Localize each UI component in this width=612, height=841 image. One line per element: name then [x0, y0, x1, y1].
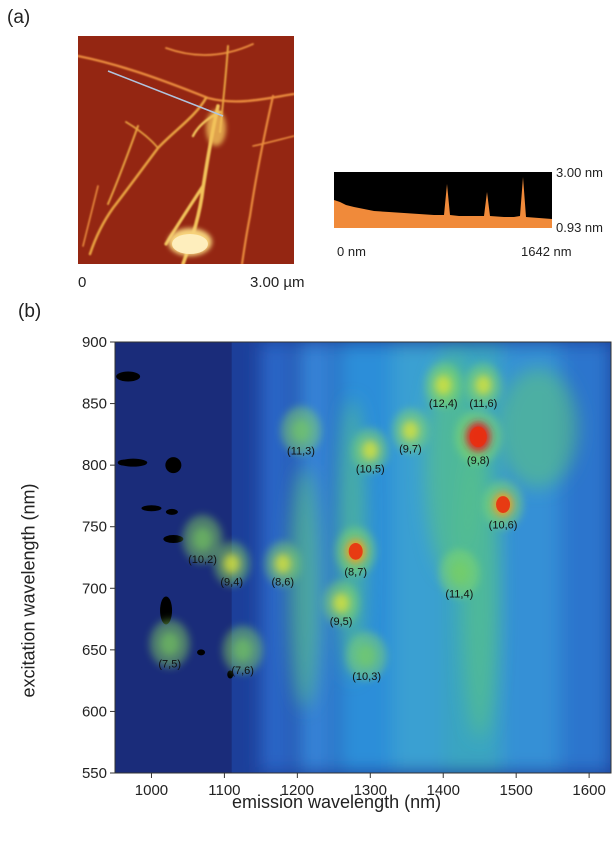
x-tick-label: 1300 — [354, 782, 387, 799]
y-tick-label: 600 — [82, 703, 107, 720]
map-green-streaks — [288, 355, 579, 739]
y-tick-label: 900 — [82, 334, 107, 351]
peak-label: (10,5) — [356, 463, 385, 475]
profile-x-end-label: 1642 nm — [521, 244, 572, 259]
afm-height-image — [78, 36, 294, 264]
peak-106 — [483, 480, 524, 529]
panel-b-label: (b) — [18, 301, 42, 322]
x-tick-label: 1000 — [135, 782, 168, 799]
peak-76 — [222, 625, 263, 674]
peak-label: (9,5) — [330, 616, 353, 628]
peak-124 — [425, 363, 462, 408]
x-tick-label: 1500 — [499, 782, 532, 799]
afm-x-start-label: 0 — [78, 274, 87, 291]
peak-label: (10,3) — [352, 671, 381, 683]
peak-label: (12,4) — [429, 398, 458, 410]
profile-bottom-label: 0.93 nm — [556, 220, 603, 235]
peak-label: (9,7) — [399, 444, 422, 456]
peak-label: (8,7) — [344, 566, 367, 578]
x-tick-label: 1200 — [281, 782, 314, 799]
x-tick-label: 1100 — [208, 782, 240, 799]
peak-label: (9,4) — [220, 577, 243, 589]
y-axis-title: excitation wavelength (nm) — [18, 483, 39, 698]
y-tick-label: 750 — [82, 519, 107, 536]
peak-98 — [455, 409, 502, 464]
peak-label: (11,6) — [469, 398, 497, 410]
peak-label: (7,5) — [158, 659, 181, 671]
peak-103 — [346, 632, 387, 681]
y-tick-label: 650 — [82, 642, 107, 659]
map-dark-artefacts — [116, 371, 234, 679]
peak-label: (7,6) — [231, 665, 254, 677]
peak-116 — [465, 363, 502, 408]
peak-label: (9,8) — [467, 455, 490, 467]
y-tick-label: 700 — [82, 580, 107, 597]
panel-a-label: (a) — [7, 7, 31, 28]
y-tick-label: 800 — [82, 457, 107, 474]
afm-bright-aggregate — [172, 234, 208, 254]
peak-label: (8,6) — [271, 577, 294, 589]
peak-95 — [323, 581, 360, 626]
plot-frame — [114, 341, 612, 774]
peak-label: (11,3) — [287, 446, 315, 458]
x-tick-label: 1600 — [572, 782, 605, 799]
peak-label: (11,4) — [445, 589, 473, 601]
profile-top-label: 3.00 nm — [556, 165, 603, 180]
y-tick-label: 550 — [82, 765, 107, 782]
peak-105 — [352, 428, 389, 473]
height-profile-plot — [334, 172, 552, 228]
peak-114 — [439, 549, 480, 598]
peak-label: (10,6) — [489, 520, 518, 532]
height-profile-area — [334, 177, 552, 228]
y-tick-label: 850 — [82, 396, 107, 413]
peak-86 — [264, 541, 301, 586]
peak-113 — [281, 406, 321, 455]
peak-75 — [149, 619, 190, 668]
afm-linecut-marker — [107, 70, 224, 117]
ple-map: 1000 1100 1200 1300 1400 1500 1600 550 600 650 70… — [82, 334, 612, 799]
peak-102 — [182, 515, 223, 564]
profile-x-start-label: 0 nm — [337, 244, 366, 259]
x-axis-title: emission wavelength (nm) — [232, 792, 442, 812]
peak-97 — [392, 408, 429, 453]
peak-87 — [335, 527, 376, 576]
peak-94 — [213, 541, 250, 586]
peak-label: (10,2) — [188, 554, 217, 566]
x-tick-label: 1400 — [427, 782, 460, 799]
afm-x-end-label: 3.00 µm — [250, 274, 305, 291]
